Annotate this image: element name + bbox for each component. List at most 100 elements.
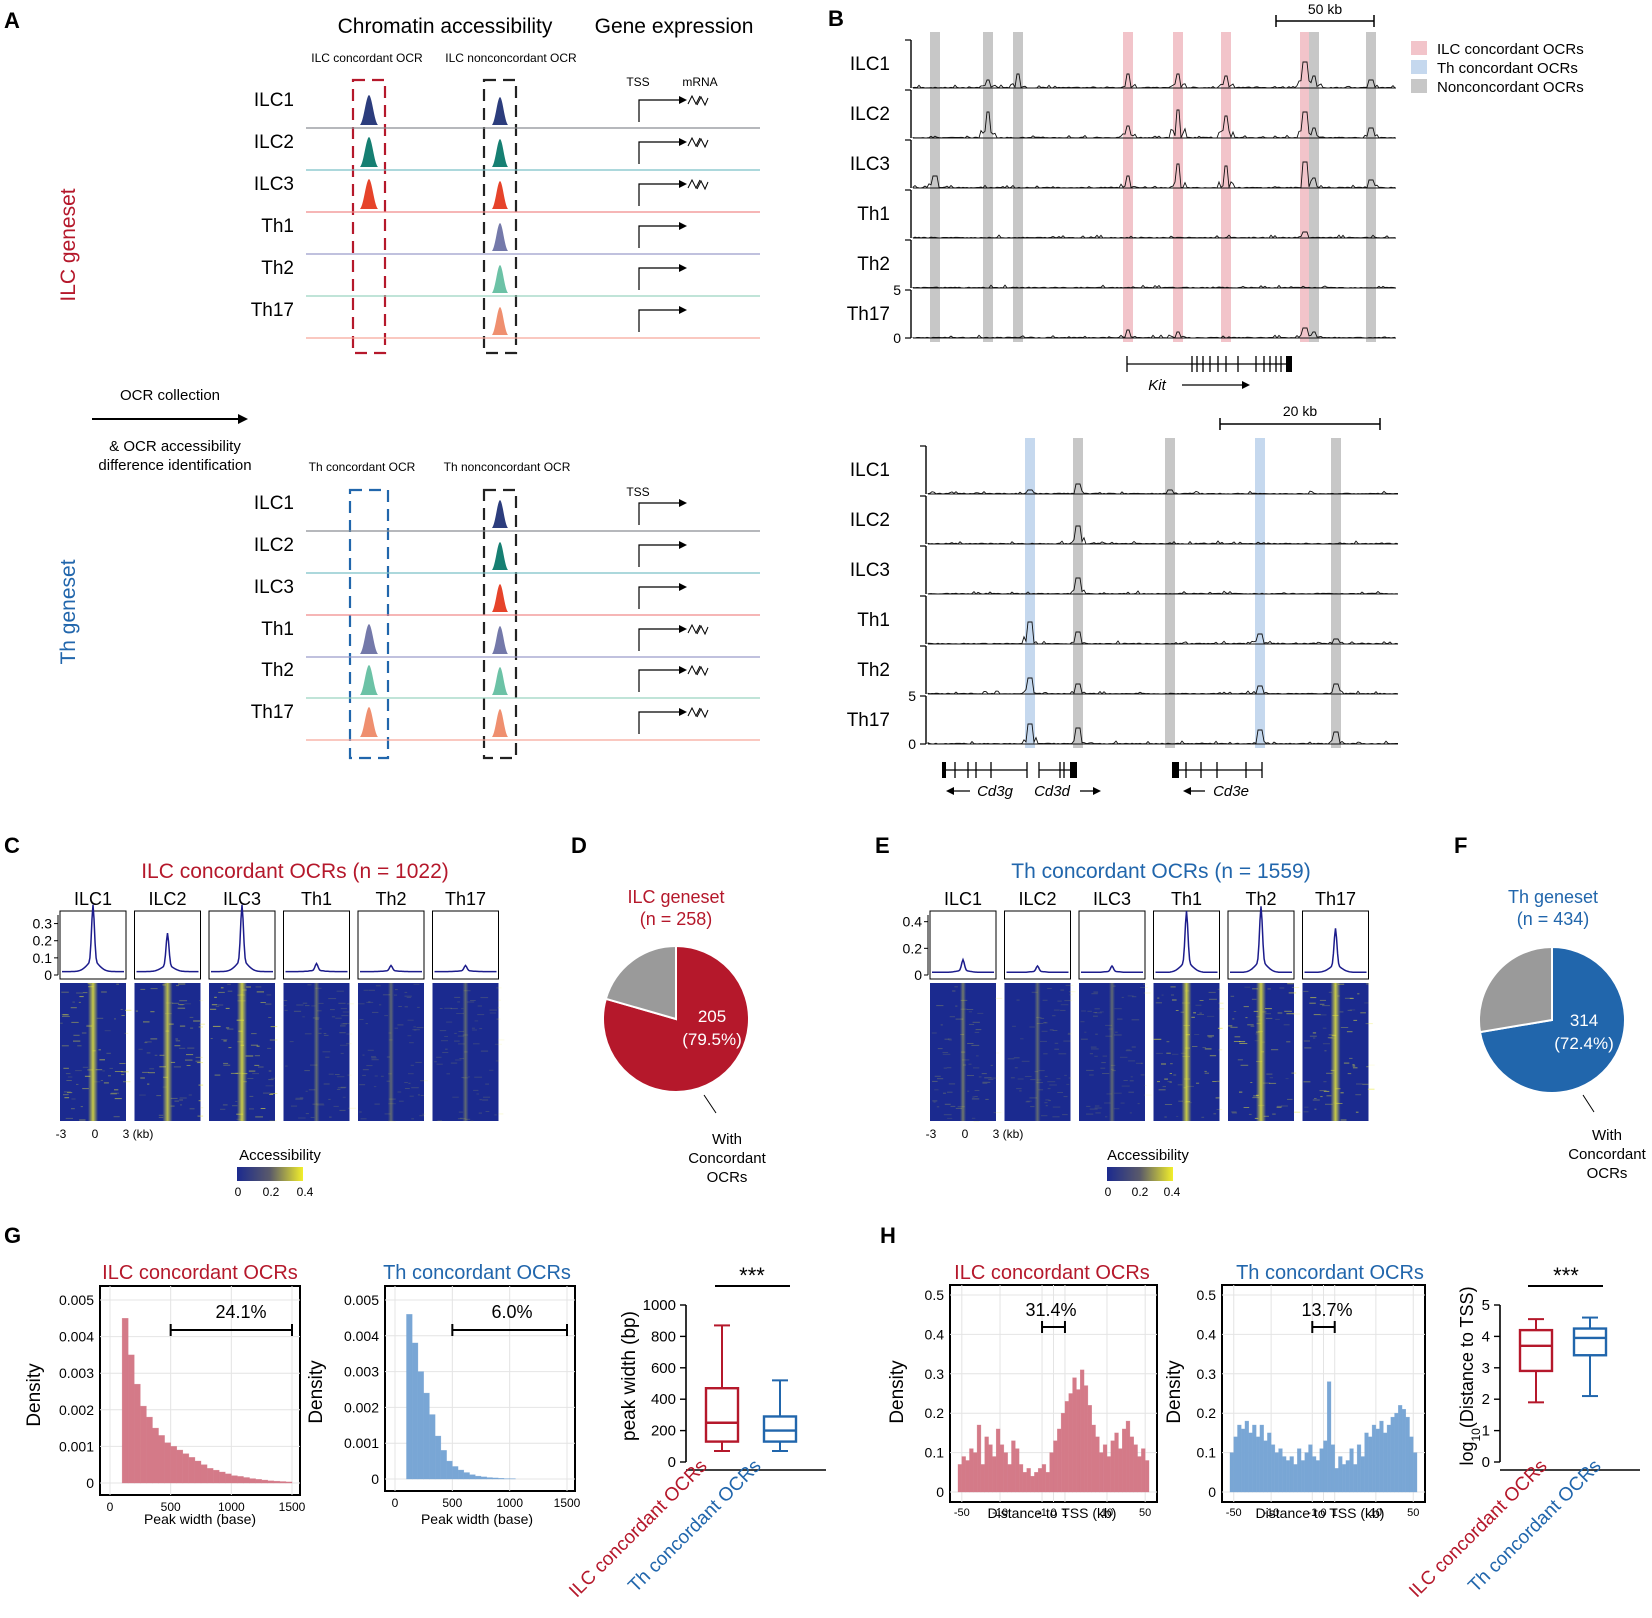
c-grid-heatmap-speck xyxy=(330,1009,335,1011)
g-th-pct: 6.0% xyxy=(491,1302,532,1322)
h-ilc-bar xyxy=(1068,1393,1073,1493)
e-grid-heatmap-speck xyxy=(1182,1056,1190,1057)
h-ilc-bar xyxy=(965,1460,970,1493)
e-grid-heatmap-speck xyxy=(1157,1081,1160,1083)
g-ilc-bar xyxy=(164,1442,171,1484)
h-th-bar xyxy=(1326,1381,1332,1493)
c-grid-heatmap-speck xyxy=(489,1012,497,1014)
c-grid-heatmap-speck xyxy=(149,1068,155,1070)
e-grid-profile-frame-ILC2 xyxy=(1004,910,1071,980)
e-grid-heatmap-speck xyxy=(1110,1064,1116,1066)
c-grid-heatmap-speck xyxy=(111,1092,119,1094)
a-bot-tss-arrow-Th17 xyxy=(638,711,680,734)
h-th-bar xyxy=(1233,1436,1238,1493)
h-ilc-bar xyxy=(1125,1420,1131,1493)
c-grid-heatmap-speck xyxy=(218,1004,224,1006)
h-ilc-bar xyxy=(1083,1385,1089,1493)
c-grid-heatmap-speck xyxy=(223,1064,231,1066)
a-top-peak-nonconcordant-Th1 xyxy=(492,223,508,251)
e-grid-heatmap-speck xyxy=(1207,1035,1214,1037)
h-ilc-xlabel: Distance to TSS (kb) xyxy=(988,1505,1117,1521)
e-grid-heatmap-speck xyxy=(1352,1064,1355,1066)
c-xtick-3: 3 (kb) xyxy=(123,1127,154,1141)
c-grid-heatmap-speck xyxy=(371,1059,379,1061)
c-grid-heatmap-speck xyxy=(251,1033,257,1035)
e-grid-heatmap-speck xyxy=(944,1038,950,1040)
label-ocr-diff-2: difference identification xyxy=(98,457,251,474)
h-ilc-bar xyxy=(1091,1424,1096,1493)
e-grid-heatmap-speck xyxy=(1328,991,1332,993)
e-grid-heatmap-speck xyxy=(1239,1043,1248,1044)
c-grid-heatmap-speck xyxy=(66,1080,72,1081)
e-grid-heatmap-speck xyxy=(1060,1009,1066,1011)
d-caption-2: Concordant xyxy=(688,1150,766,1167)
e-grid-heatmap-speck xyxy=(1056,1078,1061,1080)
e-grid-heatmap-speck xyxy=(1356,1083,1363,1085)
b-top-ytick-min: 0 xyxy=(893,330,901,346)
c-grid-heatmap-speck xyxy=(328,1098,331,1100)
c-grid-heatmap-speck xyxy=(411,1118,414,1120)
b-top-signal-ILC1 xyxy=(912,61,1396,89)
g-th-bar xyxy=(492,1477,499,1480)
c-grid-heatmap-speck xyxy=(179,1004,184,1006)
e-grid-heatmap-speck xyxy=(1090,1046,1097,1048)
h-th-bar xyxy=(1274,1452,1279,1493)
a-top-mrna-ILC3-b xyxy=(696,179,709,191)
c-grid-heatmap-speck xyxy=(236,1118,243,1120)
panel-letter-c: C xyxy=(4,833,20,858)
c-grid-heatmap-speck xyxy=(197,1062,201,1063)
c-grid-ytick-0.2: 0.2 xyxy=(33,933,53,949)
g-box-box-0 xyxy=(704,1387,740,1443)
e-grid-heatmap-speck xyxy=(1319,1090,1327,1092)
c-grid-heatmap-speck xyxy=(336,1076,345,1078)
panel-b: 50 kb 20 kb ILC concordant OCRs Th conco… xyxy=(847,1,1584,800)
e-grid-heatmap-speck xyxy=(1212,1081,1217,1082)
c-grid-heatmap-speck xyxy=(408,1073,414,1075)
a-top-tss-arrow-head-Th1 xyxy=(679,222,687,230)
e-grid-heatmap-speck xyxy=(1040,1017,1045,1019)
a-bot-row-label-Th1: Th1 xyxy=(261,619,294,640)
e-grid-col-label-Th2: Th2 xyxy=(1245,889,1276,909)
e-grid-heatmap-speck xyxy=(954,986,958,988)
g-ilc-bar xyxy=(279,1481,287,1484)
g-th-bar xyxy=(434,1435,442,1480)
h-ilc-bar xyxy=(1099,1452,1104,1493)
a-bot-peak-nonconcordant-ILC2 xyxy=(492,542,508,570)
c-grid-heatmap-speck xyxy=(100,1080,103,1081)
g-th-ytick-0: 0 xyxy=(371,1471,379,1487)
c-grid-heatmap-speck xyxy=(340,1008,348,1010)
c-grid-heatmap-speck xyxy=(218,991,225,993)
e-grid-heatmap-speck xyxy=(1343,1062,1350,1064)
f-pie-value: 314 xyxy=(1570,1011,1598,1030)
g-ilc-bar xyxy=(237,1476,244,1484)
c-grid-heatmap-speck xyxy=(464,1051,468,1053)
label-ocr-diff-1: & OCR accessibility xyxy=(109,438,241,455)
g-ilc-bar xyxy=(212,1469,220,1484)
e-grid-heatmap-speck xyxy=(960,999,968,1001)
c-grid-heatmap-speck xyxy=(388,1032,392,1034)
e-grid-heatmap-speck xyxy=(1121,996,1124,998)
h-th-ytick-0.2: 0.2 xyxy=(1197,1405,1217,1421)
e-grid-heatmap-speck xyxy=(968,1024,975,1025)
c-grid-heatmap-speck xyxy=(269,1094,274,1095)
h-ilc-pct: 31.4% xyxy=(1025,1300,1076,1320)
c-grid-heatmap-speck xyxy=(315,987,322,989)
h-th-bar xyxy=(1398,1405,1403,1493)
c-grid-heatmap-speck xyxy=(480,1050,489,1052)
scale-label-20kb: 20 kb xyxy=(1283,403,1317,419)
a-bot-row-label-Th17: Th17 xyxy=(251,702,294,723)
e-grid-heatmap-speck xyxy=(1060,989,1065,991)
g-ilc-bar xyxy=(285,1481,293,1484)
b-bottom-signal-ILC1 xyxy=(927,483,1399,495)
b-bottom-signal-ILC3 xyxy=(927,577,1399,595)
e-grid-heatmap-speck xyxy=(1366,1066,1369,1068)
e-grid-heatmap-speck xyxy=(1228,1025,1233,1027)
h-ilc-bar xyxy=(957,1464,963,1493)
a-top-tss-arrow-ILC2 xyxy=(638,141,680,164)
b-top-ytick-max: 5 xyxy=(893,282,901,298)
c-grid-heatmap-speck xyxy=(238,1030,243,1032)
g-ilc-bar xyxy=(249,1478,256,1484)
e-grid-heatmap-speck xyxy=(1013,1057,1020,1059)
e-grid-heatmap-speck xyxy=(1218,1008,1225,1010)
h-th-bar xyxy=(1229,1452,1234,1493)
